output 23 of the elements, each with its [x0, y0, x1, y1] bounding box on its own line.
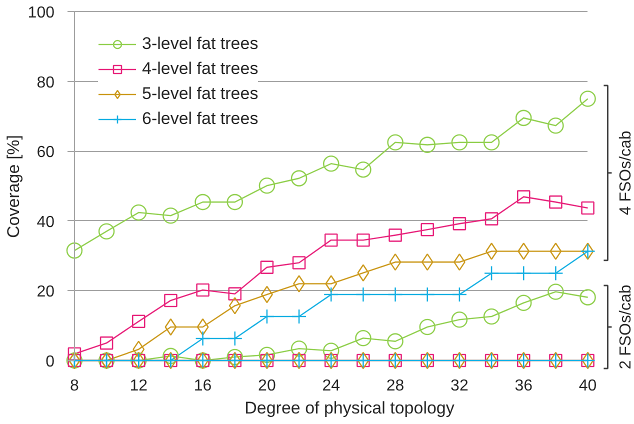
x-tick-label: 16 — [194, 378, 212, 394]
legend-label: 3-level fat trees — [142, 34, 258, 54]
x-tick-label: 24 — [322, 378, 340, 394]
y-tick-label: 20 — [36, 284, 55, 301]
x-tick-label: 32 — [450, 378, 468, 394]
y-tick-label: 0 — [46, 353, 55, 370]
x-tick-label: 8 — [70, 378, 80, 394]
x-tick-label: 36 — [514, 378, 533, 394]
text: 4 FSOs/cab — [617, 130, 634, 216]
x-axis-title: Degree of physical topology — [244, 398, 455, 418]
y-tick-label: 60 — [36, 144, 55, 162]
y-axis-title: Coverage [%] — [4, 135, 23, 238]
legend-label: 6-level fat trees — [142, 109, 258, 129]
legend-label: 4-level fat trees — [142, 59, 258, 79]
x-tick-label: 28 — [386, 378, 404, 394]
x-tick-label: 12 — [130, 378, 148, 394]
x-tick-label: 40 — [578, 378, 597, 394]
text: 2 FSOs/cab — [617, 284, 634, 370]
legend-label: 5-level fat trees — [142, 84, 258, 104]
x-tick-label: 20 — [258, 378, 276, 394]
y-tick-label: 100 — [28, 4, 55, 22]
y-tick-label: 40 — [36, 214, 55, 231]
y-tick-label: 80 — [36, 74, 55, 92]
